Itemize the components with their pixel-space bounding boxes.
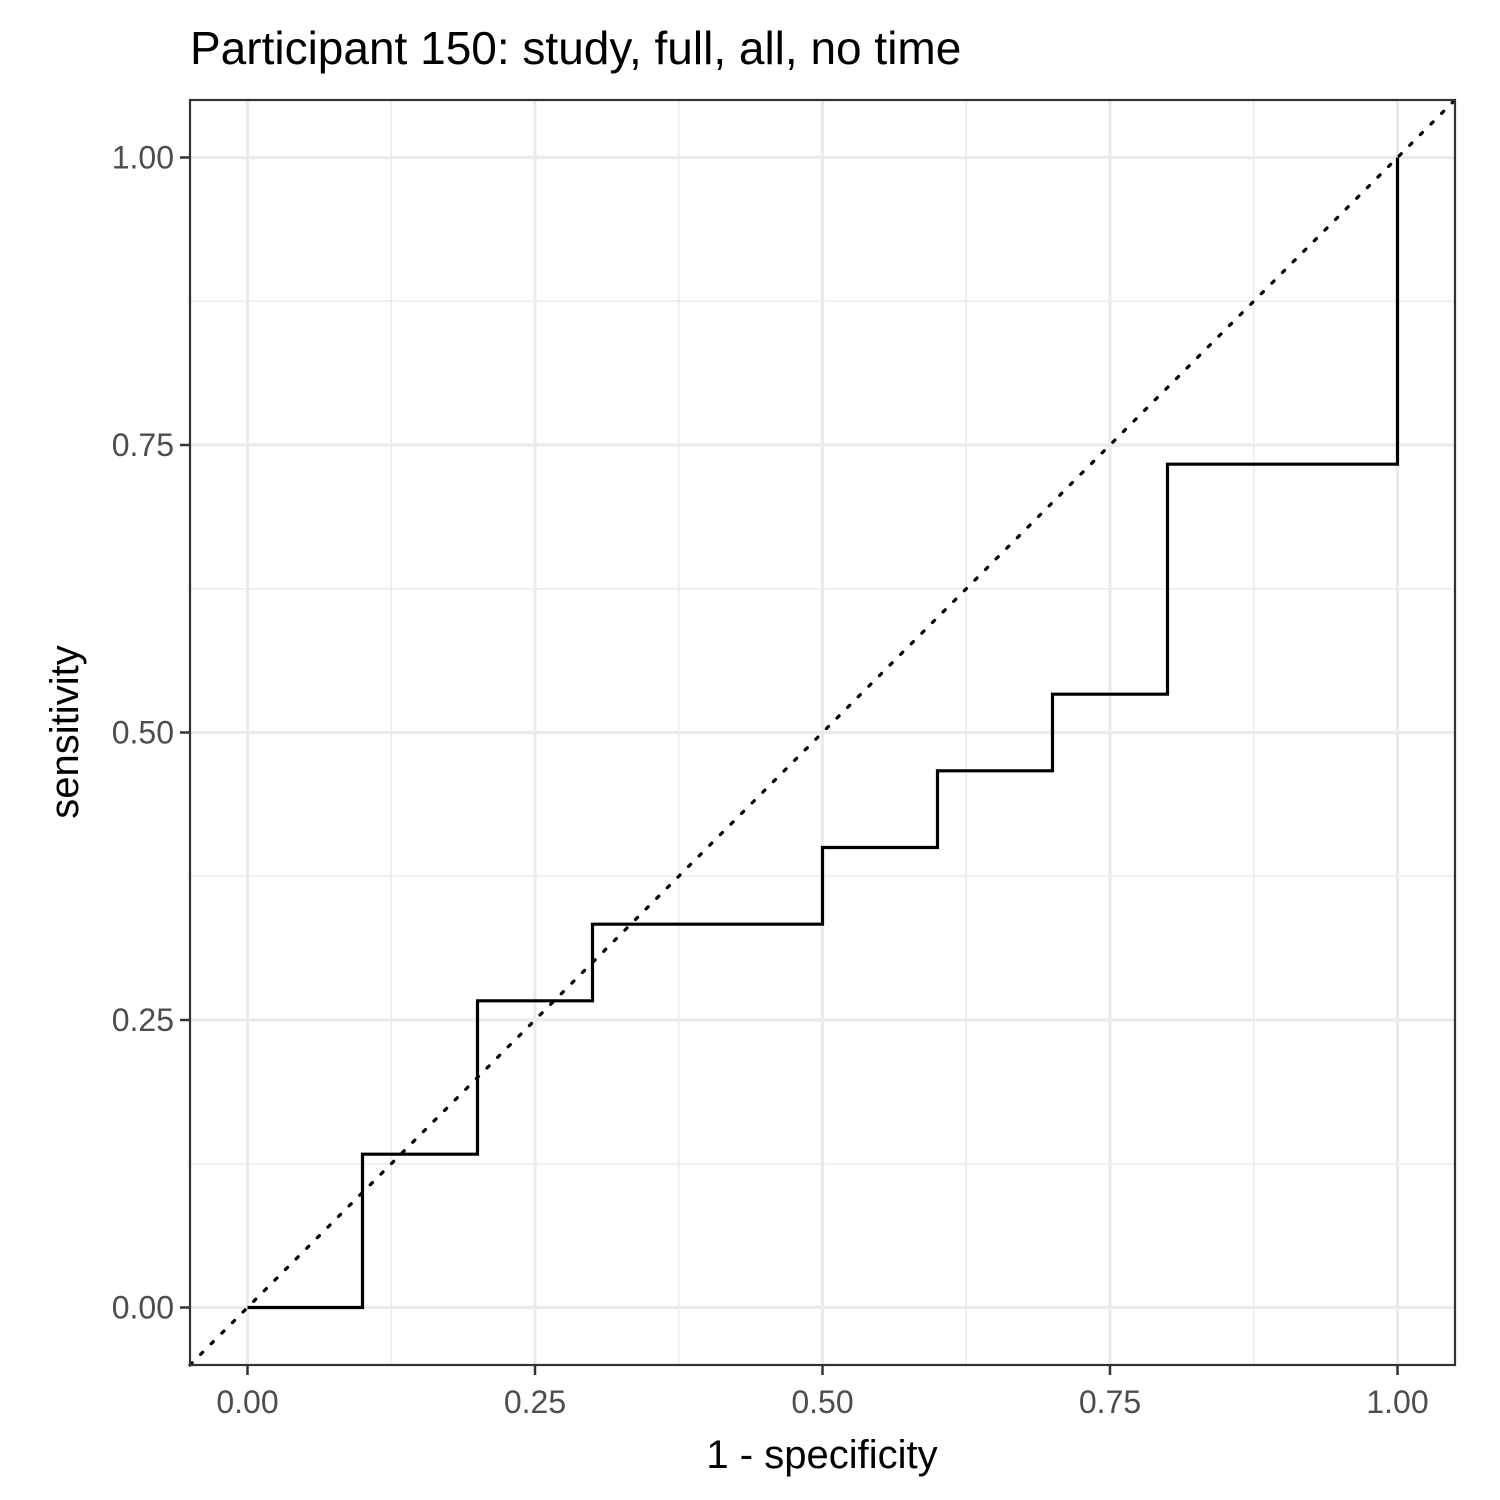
chart-title: Participant 150: study, full, all, no ti… (190, 22, 961, 74)
grid (190, 100, 1455, 1365)
series-group (247, 157, 1400, 1310)
x-tick-label: 0.75 (1079, 1384, 1141, 1420)
y-tick-label: 0.25 (112, 1002, 174, 1038)
y-tick-label: 0.00 (112, 1290, 174, 1326)
x-tick-label: 0.50 (791, 1384, 853, 1420)
ticks: 0.00 0.25 0.50 0.75 1.00 0.00 0.25 0.50 0.75 1.00 (112, 140, 1429, 1421)
x-axis-title: 1 - specificity (706, 1433, 937, 1477)
y-axis-title: sensitivity (43, 645, 87, 818)
y-tick-label: 0.75 (112, 427, 174, 463)
x-tick-label: 1.00 (1366, 1384, 1428, 1420)
x-tick-label: 0.25 (504, 1384, 566, 1420)
y-tick-label: 0.50 (112, 715, 174, 751)
y-tick-label: 1.00 (112, 140, 174, 176)
roc-step-line (247, 157, 1400, 1310)
x-tick-label: 0.00 (216, 1384, 278, 1420)
